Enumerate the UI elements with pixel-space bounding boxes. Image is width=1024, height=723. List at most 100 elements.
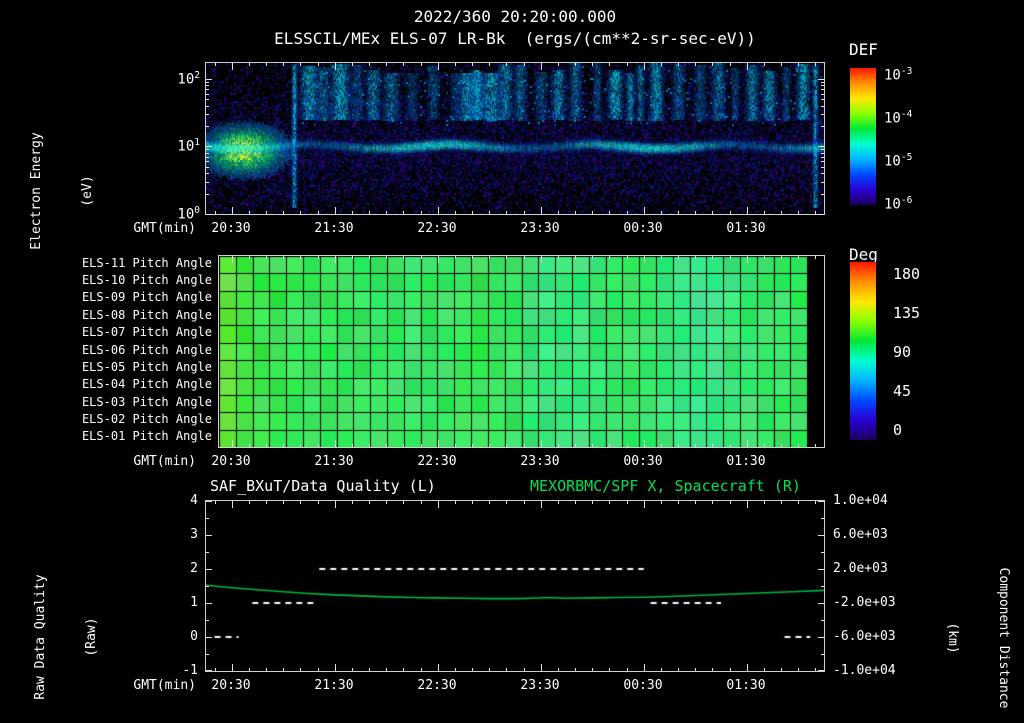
y-tick-mark — [821, 552, 824, 553]
x-tick-mark — [781, 256, 783, 259]
x-tick-mark — [317, 256, 319, 259]
x-tick-mark — [695, 63, 697, 66]
x-tick-mark — [557, 256, 559, 259]
x-tick-mark — [678, 211, 680, 214]
x-tick-mark — [506, 501, 508, 504]
left-series-title: SAF_BXuT/Data Quality (L) — [210, 477, 436, 495]
x-tick-mark — [609, 63, 611, 66]
x-tick-mark — [643, 440, 645, 447]
x-tick-mark — [437, 63, 439, 70]
y-tick-mark — [821, 89, 824, 91]
x-tick-mark — [300, 668, 302, 671]
x-tick-mark — [386, 668, 388, 671]
distance-tick-label: 1.0e+04 — [833, 493, 888, 508]
x-tick-mark — [420, 63, 422, 66]
pitch-angle-panel — [218, 255, 825, 448]
deg-tick-label: 45 — [893, 382, 912, 400]
x-tick-mark — [403, 668, 405, 671]
x-tick-mark — [403, 63, 405, 66]
y-tick-mark — [206, 89, 209, 91]
x-tick-mark — [437, 440, 439, 447]
x-tick-mark — [369, 501, 371, 504]
y-tick-mark — [206, 214, 212, 215]
y-tick-mark — [821, 161, 824, 163]
x-tick-mark — [643, 256, 645, 263]
x-tick-mark — [300, 63, 302, 66]
x-tick-mark — [678, 256, 680, 259]
x-tick-mark — [763, 444, 765, 447]
x-tick-mark — [798, 668, 800, 671]
x-tick-mark — [695, 668, 697, 671]
plot-main-title: ELSSCIL/MEx ELS-07 LR-Bk (ergs/(cm**2-sr… — [274, 29, 756, 48]
y-tick-mark — [206, 173, 209, 175]
x-tick-mark — [403, 501, 405, 504]
x-tick-mark — [334, 207, 336, 214]
pitch-row-label: ELS-08 Pitch Angle — [81, 308, 212, 322]
x-tick-mark — [626, 668, 628, 671]
y-tick-mark — [206, 569, 212, 570]
time-tick-label: 21:30 — [314, 221, 354, 236]
x-tick-mark — [626, 63, 628, 66]
x-tick-mark — [729, 63, 731, 66]
y-tick-mark — [206, 552, 209, 553]
x-tick-mark — [729, 444, 731, 447]
y-tick-mark — [821, 181, 824, 183]
x-tick-mark — [489, 256, 491, 259]
y-tick-mark — [818, 569, 824, 570]
y-tick-mark — [206, 670, 212, 671]
x-tick-mark — [815, 668, 817, 671]
x-tick-mark — [540, 440, 542, 447]
x-tick-mark — [214, 63, 216, 66]
x-tick-mark — [489, 668, 491, 671]
deg-tick-label: 0 — [893, 421, 903, 439]
axis-label-line: (eV) — [80, 175, 95, 207]
x-tick-mark — [815, 501, 817, 504]
x-tick-mark — [472, 256, 474, 259]
x-tick-mark — [283, 668, 285, 671]
x-tick-mark — [643, 501, 645, 508]
x-tick-mark — [386, 501, 388, 504]
x-tick-mark — [283, 63, 285, 66]
gmt-axis-label: GMT(min) — [133, 454, 196, 469]
x-tick-mark — [283, 501, 285, 504]
y-tick-mark — [206, 166, 209, 168]
x-tick-mark — [626, 211, 628, 214]
x-tick-mark — [660, 668, 662, 671]
y-tick-mark — [818, 535, 824, 536]
x-tick-mark — [660, 63, 662, 66]
deg-colorbar — [850, 262, 876, 440]
x-tick-mark — [437, 664, 439, 671]
x-tick-mark — [386, 256, 388, 259]
y-tick-mark — [206, 99, 209, 100]
x-tick-mark — [798, 501, 800, 504]
quality-tick-label: 4 — [190, 493, 198, 508]
x-tick-mark — [386, 211, 388, 214]
time-tick-label: 00:30 — [623, 678, 663, 693]
pitch-row-label: ELS-07 Pitch Angle — [81, 325, 212, 339]
x-tick-mark — [334, 664, 336, 671]
distance-tick-label: -2.0e+03 — [833, 595, 896, 610]
axis-label-line: (km) — [945, 622, 960, 654]
x-tick-mark — [798, 444, 800, 447]
x-tick-mark — [626, 444, 628, 447]
x-tick-mark — [746, 501, 748, 508]
x-tick-mark — [266, 211, 268, 214]
pitch-row-label: ELS-10 Pitch Angle — [81, 273, 212, 287]
pitch-row-label: ELS-04 Pitch Angle — [81, 377, 212, 391]
x-tick-mark — [506, 256, 508, 259]
x-tick-mark — [643, 664, 645, 671]
x-tick-mark — [248, 444, 250, 447]
x-tick-mark — [231, 207, 233, 214]
x-tick-mark — [317, 211, 319, 214]
x-tick-mark — [369, 256, 371, 259]
x-tick-mark — [472, 63, 474, 66]
y-tick-mark — [206, 78, 212, 80]
y-tick-mark — [206, 81, 209, 83]
x-tick-mark — [317, 63, 319, 66]
x-tick-mark — [523, 668, 525, 671]
deg-tick-label: 90 — [893, 343, 912, 361]
x-tick-mark — [351, 444, 353, 447]
x-tick-mark — [420, 256, 422, 259]
x-tick-mark — [454, 668, 456, 671]
time-tick-label: 22:30 — [417, 454, 457, 469]
